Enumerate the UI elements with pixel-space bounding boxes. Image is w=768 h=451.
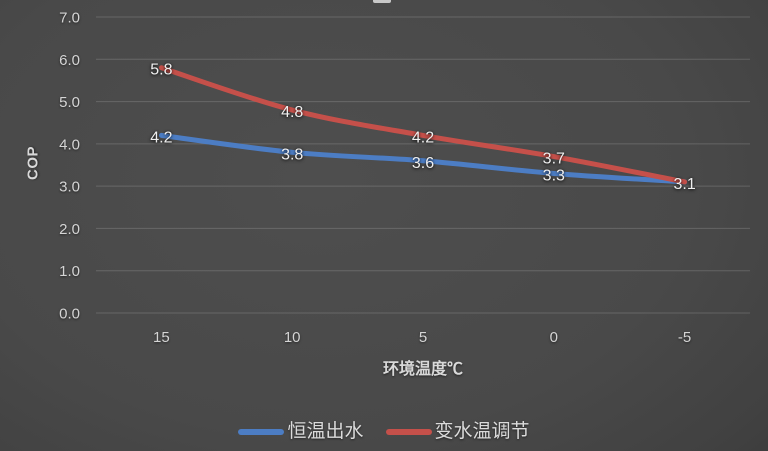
data-label: 3.7 xyxy=(543,151,565,168)
legend-item-variable-water-temp[interactable]: 变水温调节 xyxy=(385,420,530,444)
data-label: 3.6 xyxy=(412,155,434,172)
y-tick-label: 6.0 xyxy=(59,52,80,69)
data-label: 3.1 xyxy=(673,176,695,193)
legend-label: 恒温出水 xyxy=(287,421,364,442)
data-label: 3.8 xyxy=(281,146,303,163)
data-label: 4.2 xyxy=(150,129,172,146)
y-tick-label: 2.0 xyxy=(59,221,80,238)
x-axis-title: 环境温度℃ xyxy=(382,361,463,378)
legend-label: 变水温调节 xyxy=(434,421,530,442)
data-label: 4.2 xyxy=(412,129,434,146)
y-tick-label: 1.0 xyxy=(59,263,80,280)
legend: 恒温出水 变水温调节 xyxy=(0,420,768,444)
x-tick-label: 10 xyxy=(284,329,301,346)
y-tick-label: 4.0 xyxy=(59,136,80,153)
series-line[interactable] xyxy=(158,132,688,185)
y-tick-label: 3.0 xyxy=(59,179,80,196)
y-tick-label: 7.0 xyxy=(59,10,80,27)
x-tick-label: 15 xyxy=(153,329,170,346)
legend-item-constant-outlet-water[interactable]: 恒温出水 xyxy=(238,420,364,444)
x-tick-label: 0 xyxy=(550,329,558,346)
data-label: 5.8 xyxy=(150,62,172,79)
x-tick-label: 5 xyxy=(419,329,427,346)
data-label: 3.3 xyxy=(543,167,565,184)
legend-line-marker-icon xyxy=(385,429,432,435)
series-line[interactable] xyxy=(158,65,688,185)
cutoff-title-fragment xyxy=(373,0,391,3)
y-tick-label: 0.0 xyxy=(59,306,80,323)
data-label: 4.8 xyxy=(281,104,303,121)
y-tick-label: 5.0 xyxy=(59,94,80,111)
legend-line-marker-icon xyxy=(238,429,285,435)
x-tick-label: -5 xyxy=(678,329,691,346)
